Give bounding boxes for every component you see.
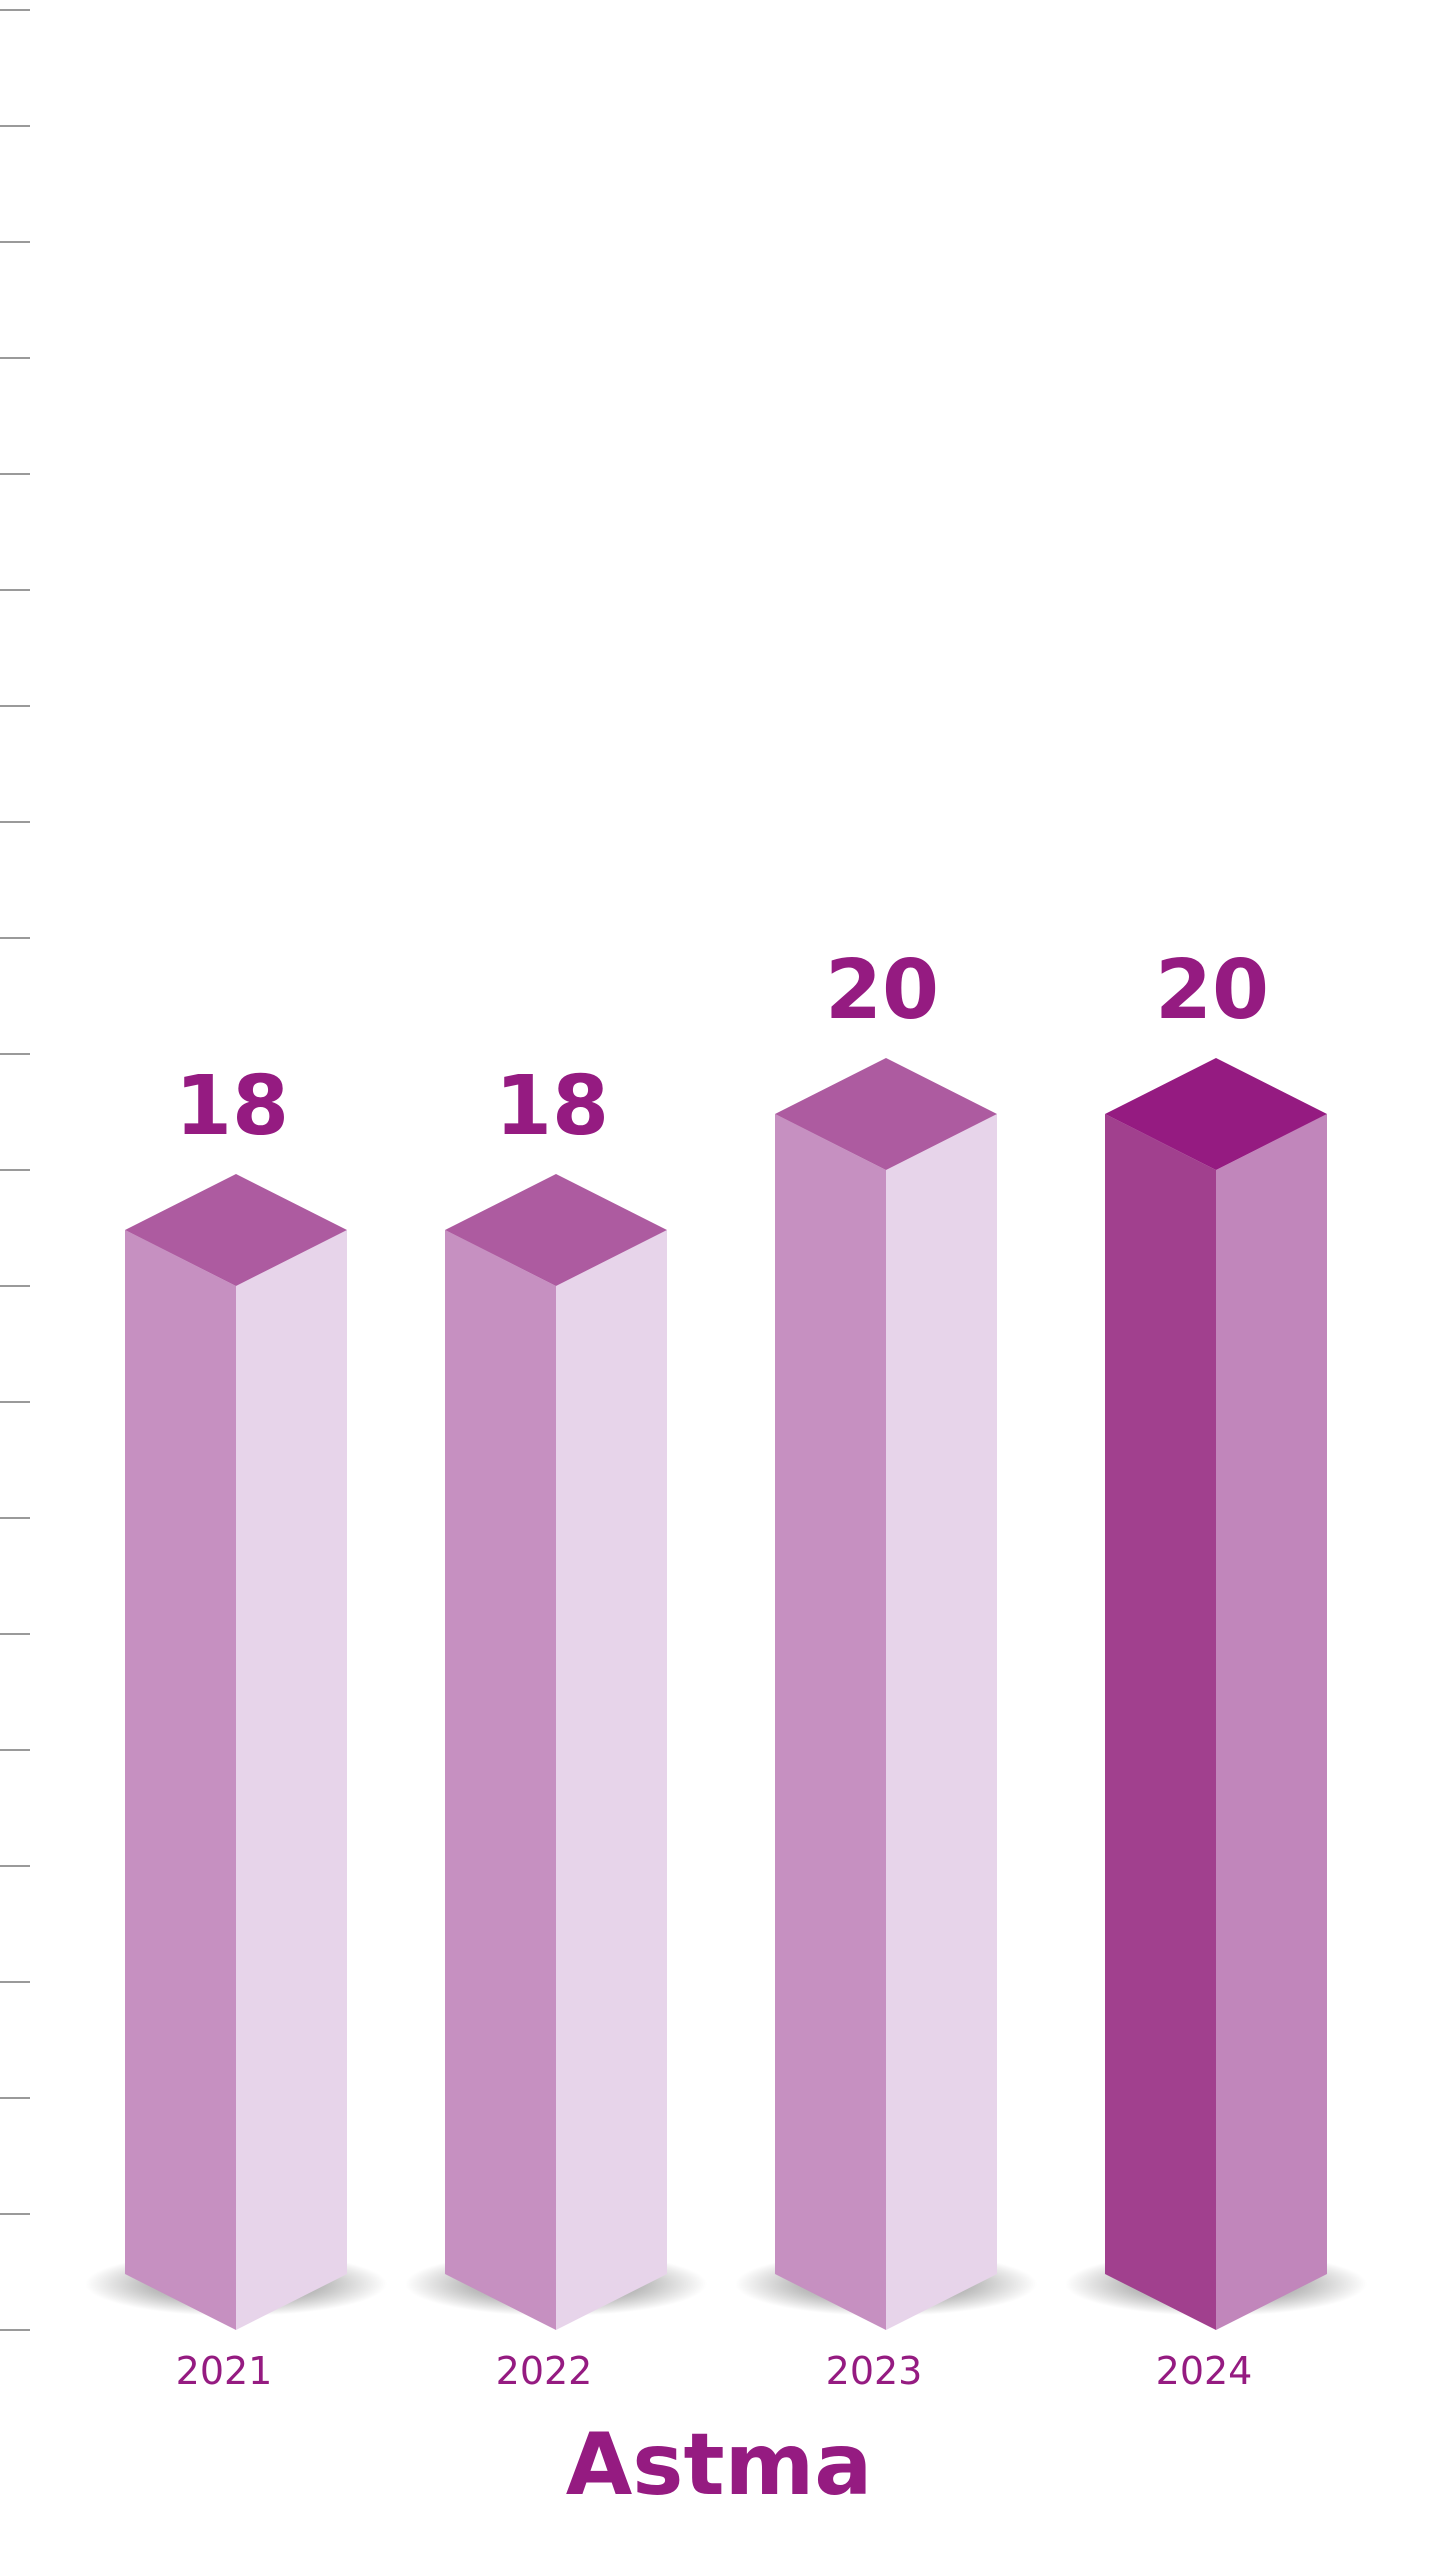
- data-label: 20: [1155, 943, 1269, 1038]
- bar-right-face: [886, 1114, 997, 2330]
- bar-right-face: [236, 1230, 347, 2330]
- bar-left-face: [1105, 1114, 1216, 2330]
- x-tick-label: 2024: [1156, 2349, 1253, 2393]
- bar-top-face: [775, 1058, 997, 1170]
- bar-right-face: [1216, 1114, 1327, 2330]
- bar-top-face: [125, 1174, 347, 1286]
- data-label: 18: [495, 1059, 609, 1154]
- x-tick-label: 2021: [176, 2349, 273, 2393]
- chart-title: Astma: [565, 2415, 873, 2515]
- bar-top-face: [445, 1174, 667, 1286]
- data-label: 18: [175, 1059, 289, 1154]
- bar-left-face: [445, 1230, 556, 2330]
- y-axis-ticks: [0, 9, 30, 2331]
- bars: [85, 1058, 1367, 2330]
- bar-left-face: [125, 1230, 236, 2330]
- bar-right-face: [556, 1230, 667, 2330]
- data-labels: 18 2021 18 2022 20 2023 20 2024: [175, 943, 1269, 2393]
- x-tick-label: 2022: [496, 2349, 593, 2393]
- x-tick-label: 2023: [826, 2349, 923, 2393]
- bar-top-face: [1105, 1058, 1327, 1170]
- data-label: 20: [825, 943, 939, 1038]
- bar-left-face: [775, 1114, 886, 2330]
